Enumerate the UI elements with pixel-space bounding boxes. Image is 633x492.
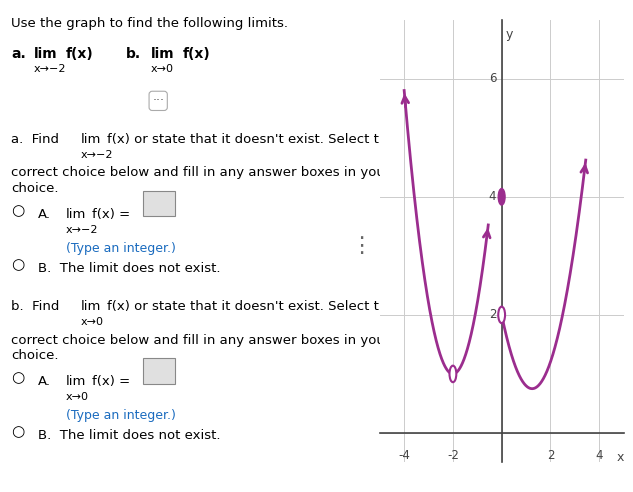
Circle shape [499,308,505,322]
Text: A.: A. [38,208,51,220]
Text: y: y [506,28,513,41]
Circle shape [498,188,505,205]
Text: lim: lim [81,300,101,313]
Text: ○: ○ [11,370,25,385]
Text: 2: 2 [547,450,554,462]
Text: correct choice below and fill in any answer boxes in your: correct choice below and fill in any ans… [11,166,391,179]
Text: f(x) or state that it doesn't exist. Select the: f(x) or state that it doesn't exist. Sel… [108,300,396,313]
Text: choice.: choice. [11,182,59,195]
Text: lim: lim [151,47,174,61]
Text: lim: lim [81,133,101,146]
Text: x→0: x→0 [81,317,104,327]
Text: A.: A. [38,375,51,388]
Text: x→0: x→0 [66,392,89,402]
Text: -2: -2 [447,450,459,462]
Text: 4: 4 [596,450,603,462]
Text: choice.: choice. [11,349,59,362]
Text: a.: a. [11,47,26,61]
Text: -4: -4 [398,450,410,462]
Text: (Type an integer.): (Type an integer.) [66,409,176,422]
Text: x: x [616,451,624,463]
Text: a.  Find: a. Find [11,133,60,146]
Text: lim: lim [66,375,86,388]
Text: ⋮: ⋮ [351,236,373,256]
Text: ○: ○ [11,425,25,439]
Text: f(x): f(x) [183,47,210,61]
Text: x→−2: x→−2 [81,150,113,160]
Text: (Type an integer.): (Type an integer.) [66,242,176,255]
Text: x→0: x→0 [151,64,173,74]
Text: Use the graph to find the following limits.: Use the graph to find the following limi… [11,17,288,30]
Text: x→−2: x→−2 [66,225,98,235]
Text: ···: ··· [152,94,164,107]
Text: b.  Find: b. Find [11,300,60,313]
Text: f(x) or state that it doesn't exist. Select the: f(x) or state that it doesn't exist. Sel… [108,133,396,146]
Text: ○: ○ [11,257,25,272]
Text: ○: ○ [11,203,25,218]
Circle shape [450,367,456,381]
Text: f(x) =: f(x) = [92,208,130,220]
FancyBboxPatch shape [143,191,175,216]
Text: f(x): f(x) [66,47,94,61]
Text: 6: 6 [489,72,496,85]
FancyBboxPatch shape [143,358,175,384]
Text: correct choice below and fill in any answer boxes in your: correct choice below and fill in any ans… [11,334,391,346]
Text: B.  The limit does not exist.: B. The limit does not exist. [38,262,220,275]
Text: 2: 2 [489,308,496,321]
Text: B.  The limit does not exist.: B. The limit does not exist. [38,429,220,442]
Text: 4: 4 [489,190,496,203]
Text: x→−2: x→−2 [34,64,66,74]
Text: lim: lim [66,208,86,220]
Text: f(x) =: f(x) = [92,375,130,388]
Text: b.: b. [126,47,141,61]
Text: lim: lim [34,47,58,61]
